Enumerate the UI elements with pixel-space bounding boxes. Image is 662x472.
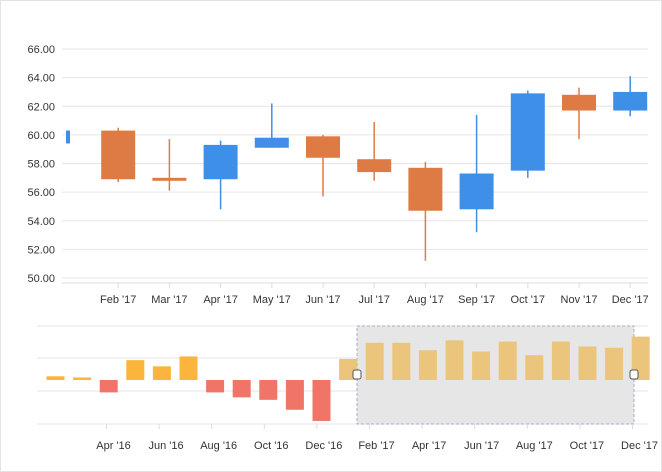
candle-body	[203, 144, 238, 180]
main-grid	[62, 48, 648, 279]
candles	[66, 76, 648, 261]
x-axis-tick-labels: Feb '17 Mar '17 Apr '17 May '17 Jun '17 Jul '…	[100, 283, 649, 306]
candle-body	[101, 130, 136, 180]
candle-body	[510, 93, 545, 171]
candle	[306, 134, 340, 197]
candle-body	[306, 136, 340, 158]
candle-body	[459, 173, 494, 210]
y-axis-tick-labels: 50.00 52.00 54.00 56.00 58.00 60.00 62.00 64.00…	[27, 44, 55, 285]
x-tick-label: Oct '17	[511, 294, 546, 306]
y-tick-label: 56.00	[27, 187, 55, 199]
candle-body	[357, 159, 392, 173]
candle	[562, 87, 596, 140]
candle-body	[408, 167, 443, 211]
y-tick-label: 64.00	[27, 73, 55, 85]
candle	[510, 90, 545, 178]
x-tick-label: Jul '17	[358, 294, 389, 306]
candlestick-chart: 50.00 52.00 54.00 56.00 58.00 60.00 62.00 64.00…	[27, 44, 649, 306]
candle-body	[613, 91, 648, 111]
candle	[459, 114, 494, 233]
x-tick-label: May '17	[253, 294, 291, 306]
x-tick-label: Dec '17	[612, 294, 649, 306]
candle	[408, 162, 443, 261]
x-tick-label: Feb '17	[100, 294, 136, 306]
y-tick-label: 66.00	[27, 44, 55, 56]
x-tick-label: Apr '17	[203, 294, 238, 306]
y-tick-label: 60.00	[27, 130, 55, 142]
y-tick-label: 50.00	[27, 273, 55, 285]
candle	[357, 121, 392, 181]
candle-body	[66, 130, 70, 144]
candle-body	[254, 137, 289, 148]
x-tick-label: Nov '17	[561, 294, 598, 306]
candle	[66, 130, 70, 144]
candle	[152, 139, 187, 191]
candle-body	[152, 177, 187, 181]
candle	[254, 103, 289, 148]
candle	[203, 140, 238, 210]
y-tick-label: 62.00	[27, 101, 55, 113]
y-tick-label: 54.00	[27, 216, 55, 228]
candle	[613, 76, 648, 117]
x-tick-label: Sep '17	[458, 294, 495, 306]
candle	[101, 127, 136, 183]
y-tick-label: 52.00	[27, 244, 55, 256]
x-tick-label: Aug '17	[407, 294, 444, 306]
x-tick-label: Jun '17	[305, 294, 340, 306]
y-tick-label: 58.00	[27, 159, 55, 171]
x-tick-label: Mar '17	[151, 294, 187, 306]
candle-body	[562, 94, 596, 111]
